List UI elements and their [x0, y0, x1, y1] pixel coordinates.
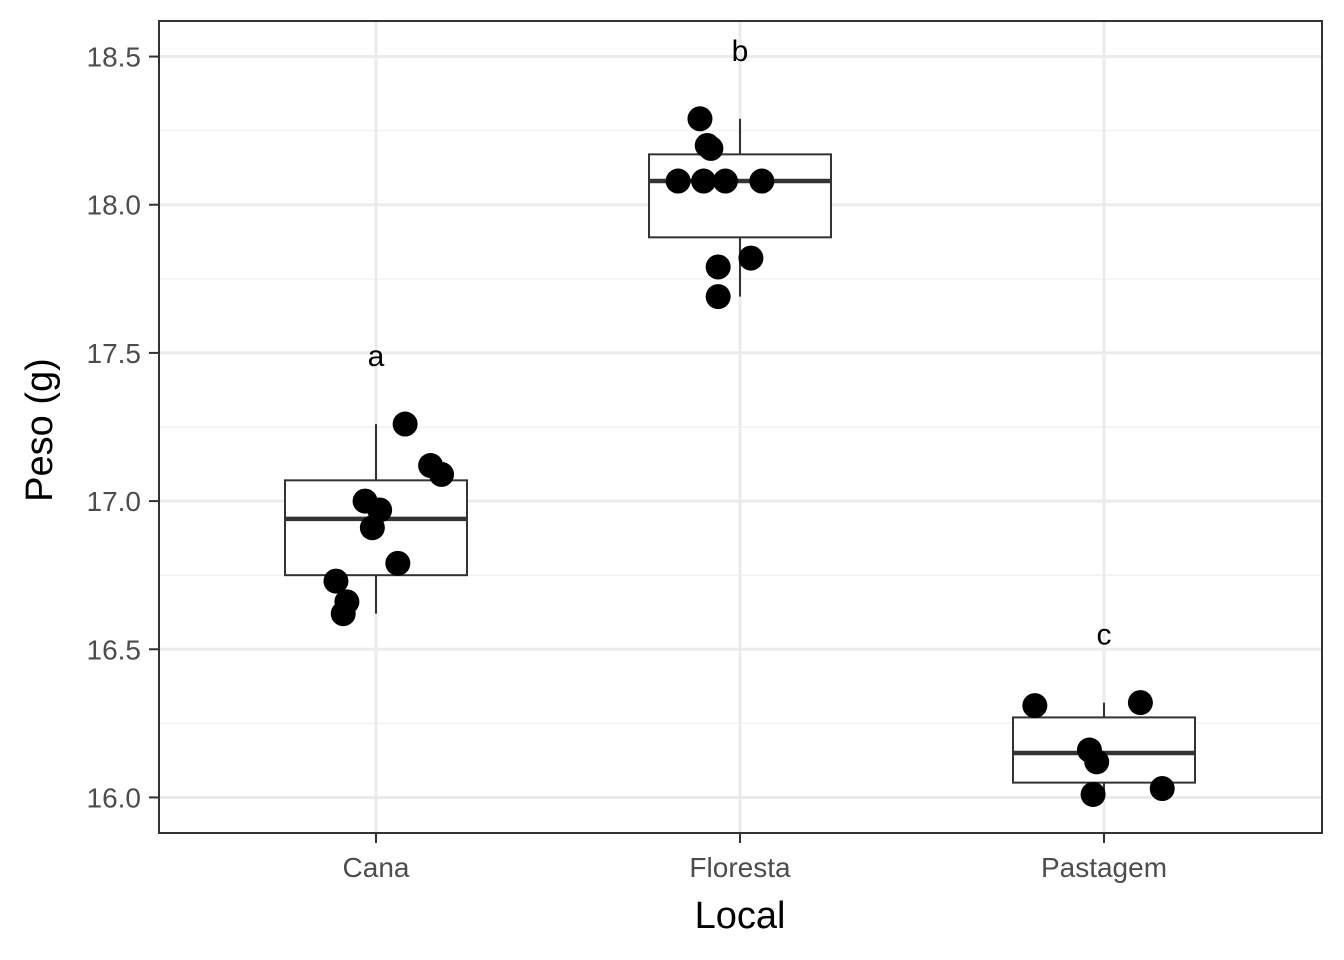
- significance-letter: c: [1097, 619, 1112, 652]
- y-tick-label: 17.0: [87, 486, 142, 517]
- y-tick-label: 17.5: [87, 338, 142, 369]
- box-iqr: [648, 153, 832, 239]
- x-axis-title: Local: [695, 895, 786, 937]
- box-floresta: [648, 118, 832, 297]
- data-point: [392, 411, 418, 437]
- x-tick-label: Floresta: [689, 852, 791, 883]
- x-tick-label: Pastagem: [1041, 852, 1167, 883]
- data-point: [1080, 781, 1106, 807]
- x-tick-label: Cana: [343, 852, 410, 883]
- data-point: [665, 168, 691, 194]
- significance-letters: a b c: [368, 35, 1112, 652]
- data-points: [323, 106, 1175, 807]
- grid-lines: [159, 21, 1322, 833]
- data-point: [1127, 690, 1153, 716]
- data-point: [687, 106, 713, 132]
- data-point: [1022, 693, 1048, 719]
- y-tick-label: 18.5: [87, 42, 142, 73]
- significance-letter: a: [368, 340, 385, 373]
- box-iqr: [1012, 716, 1196, 784]
- data-point: [1149, 776, 1175, 802]
- data-point: [359, 515, 385, 541]
- data-point: [330, 601, 356, 627]
- data-point: [691, 168, 717, 194]
- data-point: [323, 568, 349, 594]
- y-tick-label: 18.0: [87, 190, 142, 221]
- y-tick-label: 16.5: [87, 634, 142, 665]
- data-point: [712, 168, 738, 194]
- significance-letter: b: [732, 35, 749, 68]
- data-point: [749, 168, 775, 194]
- y-axis-title: Peso (g): [19, 358, 61, 502]
- data-point: [1084, 749, 1110, 775]
- data-point: [705, 254, 731, 280]
- data-point: [698, 135, 724, 161]
- data-point: [705, 284, 731, 310]
- data-point: [385, 550, 411, 576]
- data-point: [738, 245, 764, 271]
- data-point: [429, 461, 455, 487]
- axes: 16.0 16.5 17.0 17.5 18.0 18.5 Cana Floresta Past…: [87, 42, 1168, 883]
- y-tick-label: 16.0: [87, 782, 142, 813]
